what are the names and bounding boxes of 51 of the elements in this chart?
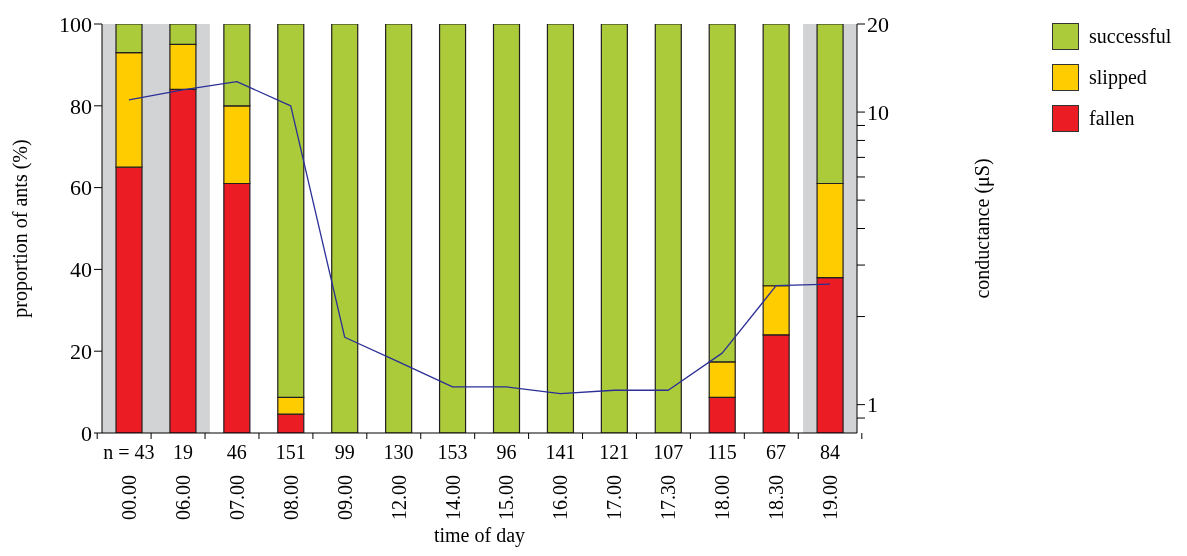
text: 99 — [334, 441, 355, 463]
text: 67 — [766, 441, 787, 463]
y-tick-label: 60 — [70, 175, 92, 201]
x-tick-label: 12.00 — [387, 475, 410, 520]
text: 19 — [172, 441, 193, 463]
x-tick-label: 16.00 — [549, 475, 572, 520]
x-tick-label: 17.30 — [657, 475, 680, 520]
y2-tick-label: 20 — [867, 11, 889, 37]
x-axis-title: time of day — [433, 524, 526, 547]
x-tick-label: 17.00 — [603, 475, 626, 520]
bar — [438, 24, 467, 433]
x-tick-label: 19.00 — [819, 475, 842, 520]
x-tick-label: 06.00 — [171, 475, 194, 520]
text: 121 — [599, 441, 630, 463]
x-tick-label: 15.00 — [495, 475, 518, 520]
legend-label: slipped — [1089, 66, 1147, 89]
bar — [492, 24, 521, 433]
x-tick-label: 18.00 — [711, 475, 734, 520]
x-tick-label: 07.00 — [225, 475, 248, 520]
text: 107 — [653, 441, 684, 463]
y2-axis-title: conductance (μS) — [971, 158, 995, 299]
text: n = 43 — [103, 441, 155, 463]
text: 151 — [275, 441, 306, 463]
text: 141 — [545, 441, 576, 463]
y2-tick-label: 1 — [867, 392, 878, 418]
x-tick-label: 00.00 — [117, 475, 140, 520]
text: 46 — [226, 441, 247, 463]
text: 84 — [820, 441, 841, 463]
legend-label: successful — [1089, 25, 1172, 48]
bar — [331, 24, 359, 433]
text: 115 — [707, 441, 737, 463]
y2-tick-label: 10 — [867, 99, 889, 125]
x-tick-label: 08.00 — [279, 475, 302, 520]
y-tick-label: 40 — [70, 257, 92, 283]
x-tick-label: 09.00 — [333, 475, 356, 520]
y-tick-label: 80 — [70, 93, 92, 119]
text: 96 — [496, 441, 517, 463]
bar — [385, 24, 413, 433]
y-axis-title: proportion of ants (%) — [9, 139, 33, 318]
bar — [654, 24, 682, 433]
y-tick-label: 100 — [59, 11, 92, 37]
text: 130 — [383, 441, 414, 463]
y-tick-label: 0 — [81, 420, 92, 446]
y-tick-label: 20 — [70, 339, 92, 365]
text: 153 — [437, 441, 468, 463]
bar — [546, 24, 575, 433]
x-tick-label: 18.30 — [765, 475, 788, 520]
x-tick-label: 14.00 — [441, 475, 464, 520]
bar — [600, 24, 628, 433]
line-series — [128, 81, 831, 395]
legend-label: fallen — [1089, 107, 1135, 130]
